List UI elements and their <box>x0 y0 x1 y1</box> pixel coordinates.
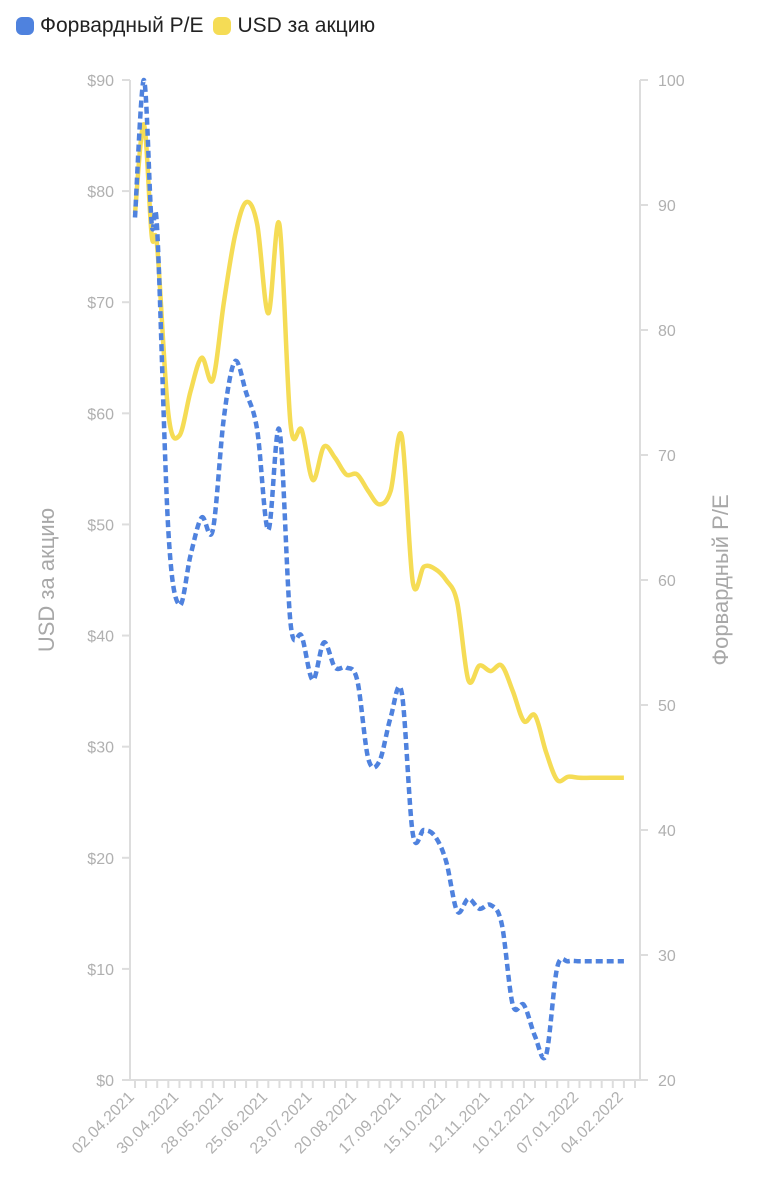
right-tick-label: 30 <box>658 948 676 965</box>
left-tick-label: $50 <box>87 517 114 534</box>
left-tick-label: $20 <box>87 851 114 868</box>
chart-legend: Форвардный P/E USD за акцию <box>16 14 375 38</box>
left-tick-label: $10 <box>87 962 114 979</box>
left-tick-label: $80 <box>87 184 114 201</box>
left-tick-label: $40 <box>87 629 114 646</box>
left-tick-label: $30 <box>87 740 114 757</box>
right-tick-label: 40 <box>658 823 676 840</box>
legend-label-pe: Форвардный P/E <box>40 14 204 37</box>
right-tick-label: 50 <box>658 698 676 715</box>
left-tick-label: $70 <box>87 295 114 312</box>
right-tick-label: 70 <box>658 448 676 465</box>
right-tick-label: 60 <box>658 573 676 590</box>
right-tick-label: 100 <box>658 73 685 90</box>
legend-item-usd[interactable]: USD за акцию <box>213 14 375 38</box>
right-axis-title: Форвардный P/E <box>708 494 733 665</box>
right-tick-label: 80 <box>658 323 676 340</box>
left-axis-title: USD за акцию <box>34 508 59 652</box>
left-tick-label: $60 <box>87 406 114 423</box>
legend-item-pe[interactable]: Форвардный P/E <box>16 14 203 38</box>
legend-label-usd: USD за акцию <box>237 14 376 37</box>
right-tick-label: 90 <box>658 198 676 215</box>
left-tick-label: $0 <box>96 1073 114 1090</box>
series-line-pe <box>132 77 624 1061</box>
legend-swatch-usd <box>213 17 232 35</box>
left-tick-label: $90 <box>87 73 114 90</box>
right-tick-label: 20 <box>658 1073 676 1090</box>
legend-swatch-pe <box>16 17 34 35</box>
series-line-usd <box>132 122 624 784</box>
